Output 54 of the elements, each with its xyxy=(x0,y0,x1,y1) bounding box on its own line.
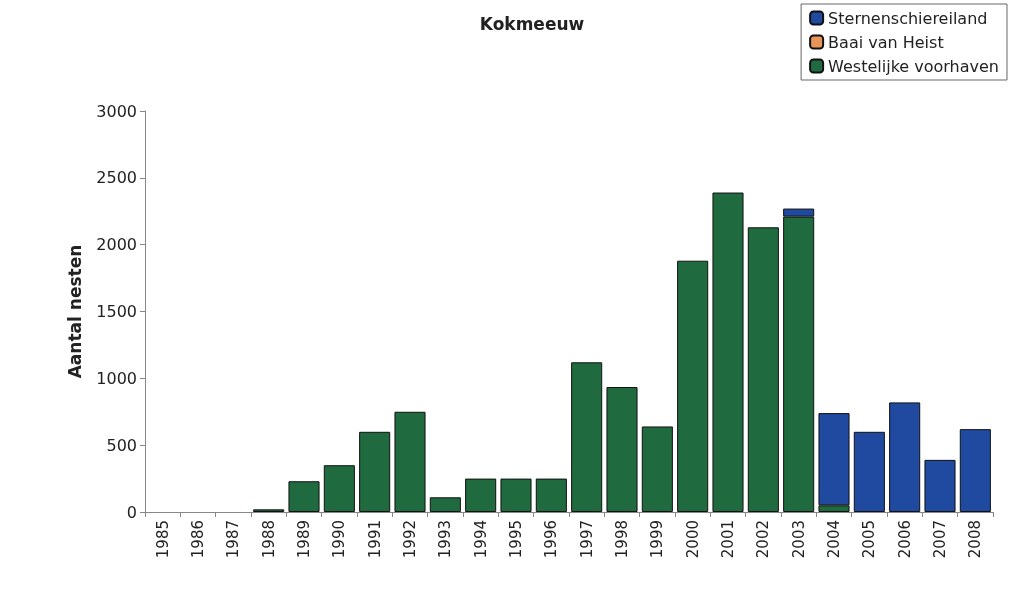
x-tick-label: 2003 xyxy=(789,520,808,559)
legend-label: Baai van Heist xyxy=(828,32,944,52)
bar xyxy=(889,402,921,512)
y-tick-label: 500 xyxy=(106,435,137,455)
x-tick-label: 1991 xyxy=(365,520,384,559)
x-tick-label: 1987 xyxy=(224,520,243,559)
bar xyxy=(323,465,355,512)
x-tick-label: 1999 xyxy=(648,520,667,559)
bar xyxy=(677,260,709,512)
y-tick-label: 3000 xyxy=(96,101,137,121)
x-tick-label: 2004 xyxy=(825,520,843,559)
bar xyxy=(465,478,497,512)
x-tick-label: 2005 xyxy=(860,520,879,559)
x-tick-label: 1996 xyxy=(542,520,561,559)
legend-label: Westelijke voorhaven xyxy=(828,56,1000,76)
bar xyxy=(641,426,673,512)
y-tick-label: 0 xyxy=(126,502,137,522)
y-tick-label: 1500 xyxy=(96,302,137,321)
bar xyxy=(429,497,461,512)
bar xyxy=(394,411,426,512)
bar xyxy=(959,429,991,512)
x-tick-label: 1997 xyxy=(577,520,596,559)
y-tick-label: 2500 xyxy=(96,168,137,188)
x-tick-label: 2001 xyxy=(719,520,737,559)
y-tick-label: 2000 xyxy=(96,235,137,255)
legend-label: Sternenschiereiland xyxy=(828,8,988,28)
x-tick-label: 1986 xyxy=(189,520,207,559)
bar xyxy=(747,227,779,512)
x-tick-label: 1990 xyxy=(330,520,349,559)
x-tick-label: 1995 xyxy=(507,520,525,559)
x-tick-label: 2002 xyxy=(754,520,773,559)
bar xyxy=(500,478,532,512)
bar xyxy=(853,431,885,512)
chart-title: Kokmeeuw xyxy=(479,13,585,34)
x-tick-label: 1989 xyxy=(295,520,313,559)
bar xyxy=(924,459,956,512)
bar xyxy=(535,478,567,512)
y-tick-label: 1000 xyxy=(96,368,137,388)
bar xyxy=(606,387,638,512)
y-axis-title: Aantal nesten xyxy=(64,244,85,379)
x-tick-label: 1985 xyxy=(153,520,172,559)
bar xyxy=(359,431,391,512)
x-tick-label: 1998 xyxy=(613,520,631,559)
bar xyxy=(288,481,320,512)
x-tick-label: 2008 xyxy=(966,520,985,559)
x-tick-label: 2007 xyxy=(931,520,949,559)
bar xyxy=(571,362,603,512)
x-tick-label: 2006 xyxy=(895,520,914,559)
x-tick-label: 1992 xyxy=(401,520,419,559)
x-tick-label: 1994 xyxy=(471,520,490,559)
x-tick-label: 1993 xyxy=(436,520,455,559)
x-tick-label: 1988 xyxy=(259,520,278,559)
x-tick-label: 2000 xyxy=(683,520,702,559)
bar xyxy=(712,192,744,512)
